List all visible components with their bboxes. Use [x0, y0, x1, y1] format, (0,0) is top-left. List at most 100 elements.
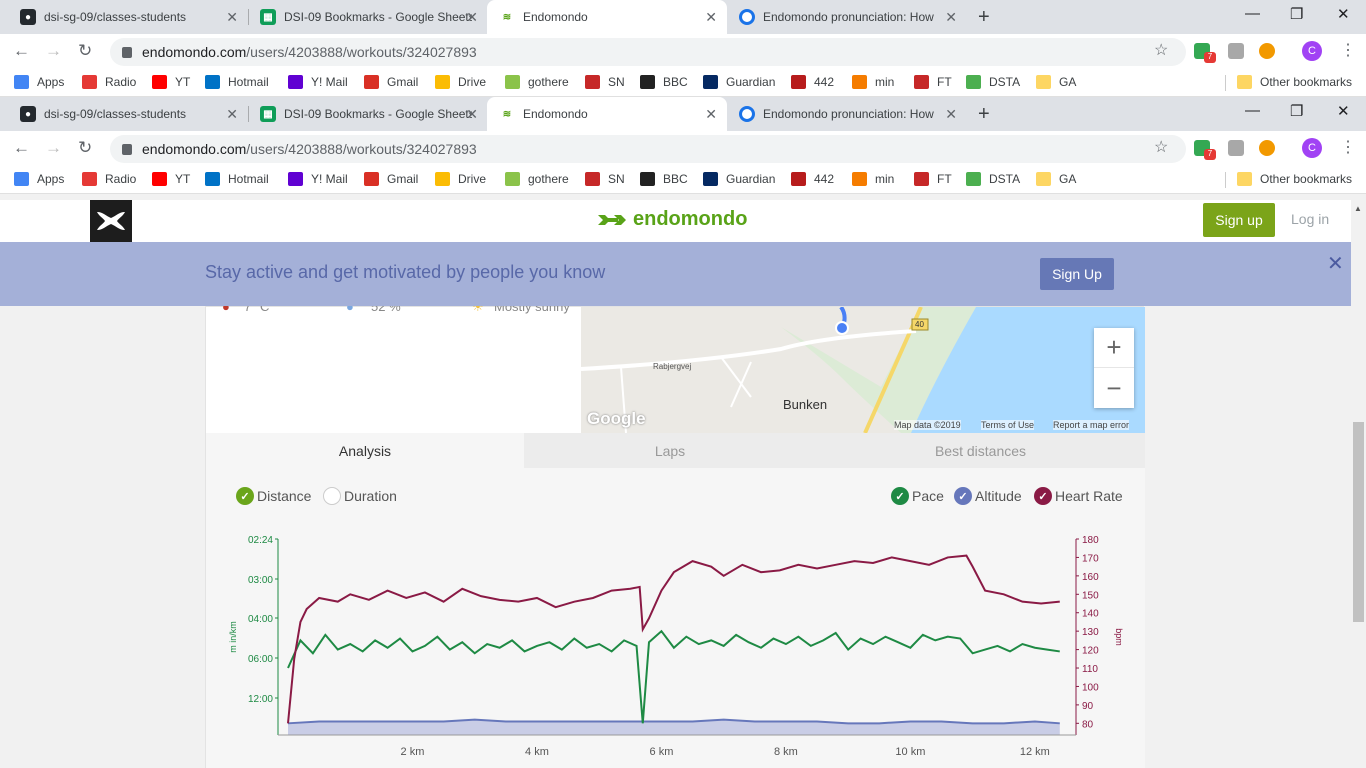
acrobat-extension-icon[interactable]	[1228, 43, 1244, 59]
bookmark-gothere[interactable]: gothere	[505, 172, 569, 186]
under-armour-logo[interactable]	[90, 200, 132, 242]
bookmark-hotmail[interactable]: Hotmail	[205, 75, 269, 89]
bookmark-star-icon[interactable]: ☆	[1154, 42, 1169, 59]
close-icon[interactable]: ✕	[466, 106, 478, 122]
tab-pronunciation[interactable]: Endomondo pronunciation: How ✕	[727, 97, 967, 131]
toggle-duration[interactable]: Duration	[323, 487, 397, 505]
bookmark-y-mail[interactable]: Y! Mail	[288, 75, 348, 89]
sign-up-button[interactable]: Sign up	[1203, 203, 1275, 237]
address-bar[interactable]: endomondo.com/users/4203888/workouts/324…	[110, 38, 1186, 66]
bookmark-ft[interactable]: FT	[914, 172, 952, 186]
minimize-button[interactable]: —	[1245, 102, 1260, 119]
bookmark-bbc[interactable]: BBC	[640, 75, 688, 89]
toggle-pace[interactable]: ✓ Pace	[891, 487, 944, 505]
bookmark-drive[interactable]: Drive	[435, 75, 486, 89]
reload-icon[interactable]: ↻	[78, 41, 93, 60]
bookmark-drive[interactable]: Drive	[435, 172, 486, 186]
menu-icon[interactable]: ⋮	[1340, 42, 1356, 59]
new-tab-button[interactable]: +	[978, 6, 990, 28]
bookmark-gothere[interactable]: gothere	[505, 75, 569, 89]
new-tab-button[interactable]: +	[978, 103, 990, 125]
bookmark-guardian[interactable]: Guardian	[703, 172, 775, 186]
tab-endomondo[interactable]: ≋ Endomondo ✕	[487, 0, 727, 34]
terms-of-use-link[interactable]: Terms of Use	[981, 420, 1035, 430]
close-window-button[interactable]: ✕	[1337, 6, 1350, 23]
close-icon[interactable]: ✕	[945, 106, 957, 122]
bookmark-ga[interactable]: GA	[1036, 172, 1076, 186]
close-icon[interactable]: ✕	[945, 9, 957, 25]
restore-button[interactable]: ❐	[1290, 6, 1304, 23]
back-arrow-icon[interactable]: ←	[13, 138, 30, 157]
bookmark-star-icon[interactable]: ☆	[1154, 139, 1169, 156]
address-bar[interactable]: endomondo.com/users/4203888/workouts/324…	[110, 135, 1186, 163]
scroll-thumb[interactable]	[1353, 422, 1364, 622]
key-extension-icon[interactable]	[1259, 140, 1275, 156]
close-icon[interactable]: ✕	[1327, 253, 1344, 275]
bookmark-guardian[interactable]: Guardian	[703, 75, 775, 89]
toggle-altitude[interactable]: ✓ Altitude	[954, 487, 1022, 505]
tab-github[interactable]: ● dsi-sg-09/classes-students ✕	[8, 0, 248, 34]
workout-chart-lower[interactable]: 02:2403:0004:0006:0012:00180170160150140…	[206, 671, 1145, 766]
bookmark-gmail[interactable]: Gmail	[364, 172, 418, 186]
tab-sheets[interactable]: ▦ DSI-09 Bookmarks - Google Sheets ✕	[248, 97, 488, 131]
close-icon[interactable]: ✕	[226, 106, 238, 122]
bookmark-min[interactable]: min	[852, 172, 894, 186]
bookmark-ft[interactable]: FT	[914, 75, 952, 89]
bookmark-dsta[interactable]: DSTA	[966, 172, 1020, 186]
log-in-link[interactable]: Log in	[1291, 211, 1330, 227]
close-icon[interactable]: ✕	[705, 106, 717, 122]
toggle-distance[interactable]: ✓ Distance	[236, 487, 311, 505]
menu-icon[interactable]: ⋮	[1340, 139, 1356, 156]
bookmark-hotmail[interactable]: Hotmail	[205, 172, 269, 186]
bookmark-bbc[interactable]: BBC	[640, 172, 688, 186]
endomondo-logo[interactable]: endomondo	[597, 208, 747, 231]
close-icon[interactable]: ✕	[705, 9, 717, 25]
bookmark-sn[interactable]: SN	[585, 75, 625, 89]
bookmark-sn[interactable]: SN	[585, 172, 625, 186]
forward-arrow-icon[interactable]: →	[45, 138, 62, 157]
bookmark-radio[interactable]: Radio	[82, 75, 136, 89]
forward-arrow-icon[interactable]: →	[45, 41, 62, 60]
close-icon[interactable]: ✕	[466, 9, 478, 25]
bookmark-apps[interactable]: Apps	[14, 172, 64, 186]
profile-avatar[interactable]: C	[1302, 41, 1322, 61]
tab-endomondo[interactable]: ≋ Endomondo ✕	[487, 97, 727, 131]
profile-avatar[interactable]: C	[1302, 138, 1322, 158]
close-icon[interactable]: ✕	[226, 9, 238, 25]
page-scrollbar[interactable]: ▲	[1351, 200, 1366, 768]
key-extension-icon[interactable]	[1259, 43, 1275, 59]
other-bookmarks-folder[interactable]: Other bookmarks	[1237, 75, 1352, 89]
tab-analysis[interactable]: Analysis	[206, 433, 524, 468]
zoom-in-button[interactable]: +	[1094, 328, 1134, 368]
bookmark-yt[interactable]: YT	[152, 75, 190, 89]
tab-sheets[interactable]: ▦ DSI-09 Bookmarks - Google Sheets ✕	[248, 0, 488, 34]
close-window-button[interactable]: ✕	[1337, 103, 1350, 120]
workout-chart[interactable]: 02:2403:0004:0006:0012:00180170160150140…	[206, 523, 1145, 671]
other-bookmarks-folder[interactable]: Other bookmarks	[1237, 172, 1352, 186]
bookmark-y-mail[interactable]: Y! Mail	[288, 172, 348, 186]
bookmark-yt[interactable]: YT	[152, 172, 190, 186]
route-map[interactable]: 40 Rabjergvej Bunken Google + − Map data…	[581, 307, 1145, 433]
back-arrow-icon[interactable]: ←	[13, 41, 30, 60]
bookmark-apps[interactable]: Apps	[14, 75, 64, 89]
banner-sign-up-button[interactable]: Sign Up	[1040, 258, 1114, 290]
bookmark-442[interactable]: 442	[791, 172, 834, 186]
route-marker-icon[interactable]	[835, 321, 849, 335]
bookmark-gmail[interactable]: Gmail	[364, 75, 418, 89]
acrobat-extension-icon[interactable]	[1228, 140, 1244, 156]
bookmark-442[interactable]: 442	[791, 75, 834, 89]
bookmark-min[interactable]: min	[852, 75, 894, 89]
report-map-error-link[interactable]: Report a map error	[1053, 420, 1130, 430]
tab-best-distances[interactable]: Best distances	[816, 433, 1145, 468]
restore-button[interactable]: ❐	[1290, 103, 1304, 120]
tab-pronunciation[interactable]: Endomondo pronunciation: How ✕	[727, 0, 967, 34]
tab-github[interactable]: ● dsi-sg-09/classes-students ✕	[8, 97, 248, 131]
tab-laps[interactable]: Laps	[524, 433, 816, 468]
bookmark-dsta[interactable]: DSTA	[966, 75, 1020, 89]
reload-icon[interactable]: ↻	[78, 138, 93, 157]
toggle-heart-rate[interactable]: ✓ Heart Rate	[1034, 487, 1123, 505]
bookmark-radio[interactable]: Radio	[82, 172, 136, 186]
bookmark-ga[interactable]: GA	[1036, 75, 1076, 89]
scroll-up-arrow-icon[interactable]: ▲	[1354, 204, 1362, 213]
minimize-button[interactable]: —	[1245, 5, 1260, 22]
